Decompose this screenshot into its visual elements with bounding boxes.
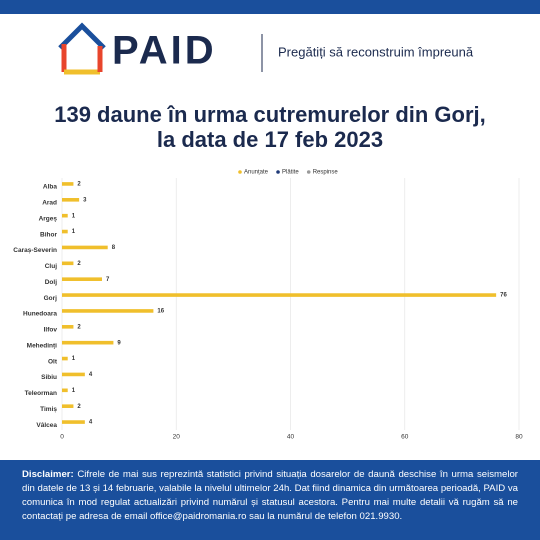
- y-tick-label: Sibiu: [41, 374, 57, 381]
- y-tick-label: Cluj: [45, 263, 57, 270]
- value-label: 3: [83, 197, 87, 203]
- y-tick-label: Bihor: [40, 231, 57, 238]
- bar: [62, 340, 114, 345]
- chart-subtitle: la data de 17 feb 2023: [157, 127, 383, 152]
- logo-icon: [58, 22, 106, 75]
- disclaimer-label: Disclaimer:: [22, 469, 74, 480]
- top-bar: [0, 0, 540, 14]
- y-tick-label: Vâlcea: [36, 422, 57, 429]
- y-tick-label: Caraș-Severin: [13, 247, 57, 254]
- value-label: 4: [89, 420, 93, 426]
- x-tick-label: 20: [173, 434, 181, 441]
- y-tick-label: Ilfov: [44, 327, 58, 334]
- y-tick-label: Dolj: [45, 279, 57, 286]
- disclaimer-text: Cifrele de mai sus reprezintă statistici…: [22, 469, 519, 522]
- bar: [62, 198, 80, 202]
- legend-marker: [276, 170, 280, 174]
- value-label: 4: [89, 372, 93, 378]
- bar: [62, 261, 74, 266]
- x-tick-label: 80: [515, 434, 523, 441]
- x-tick-label: 0: [60, 434, 64, 441]
- bar: [62, 277, 102, 281]
- y-tick-label: Gorj: [44, 295, 58, 302]
- y-tick-label: Teleorman: [25, 390, 57, 397]
- value-label: 2: [77, 324, 81, 330]
- legend-marker: [306, 170, 311, 174]
- bar: [62, 420, 85, 424]
- value-label: 76: [500, 293, 507, 299]
- legend-label: Plătite: [282, 170, 299, 176]
- y-tick-label: Argeș: [39, 215, 58, 222]
- y-tick-label: Hunedoara: [23, 311, 57, 318]
- tagline: Pregătiți să reconstruim împreună: [278, 44, 474, 59]
- legend-label: Respinse: [313, 170, 339, 176]
- legend-label: Anunțate: [244, 170, 269, 176]
- bar: [62, 213, 68, 218]
- value-label: 1: [72, 388, 76, 394]
- value-label: 9: [117, 340, 121, 346]
- y-tick-label: Mehedinți: [27, 342, 58, 349]
- value-label: 2: [77, 261, 81, 267]
- bar: [62, 182, 74, 186]
- bar: [62, 372, 85, 377]
- legend-marker: [238, 170, 242, 174]
- chart-title: 139 daune în urma cutremurelor din Gorj,: [54, 102, 486, 127]
- y-tick-label: Arad: [42, 200, 57, 207]
- x-tick-label: 60: [401, 434, 409, 441]
- value-label: 8: [112, 245, 116, 251]
- brand: PAID: [112, 29, 217, 73]
- y-tick-label: Olt: [48, 358, 58, 365]
- y-tick-label: Alba: [43, 184, 57, 191]
- value-label: 2: [77, 404, 81, 410]
- y-tick-label: Timiș: [40, 406, 57, 413]
- value-label: 2: [77, 182, 81, 188]
- value-label: 1: [72, 356, 76, 362]
- bar: [62, 388, 68, 393]
- bar: [62, 245, 108, 250]
- value-label: 7: [106, 277, 110, 283]
- x-tick-label: 40: [287, 434, 295, 441]
- value-label: 1: [72, 229, 76, 235]
- bar: [62, 229, 68, 234]
- bar: [62, 404, 74, 408]
- value-label: 1: [72, 213, 76, 219]
- bar: [62, 325, 74, 329]
- disclaimer: Disclaimer: Cifrele de mai sus reprezint…: [0, 460, 540, 540]
- chart: PAID Pregătiți să reconstruim împreună 1…: [0, 0, 540, 441]
- bar: [62, 356, 68, 361]
- bar: [62, 309, 154, 313]
- bar: [62, 293, 497, 297]
- value-label: 16: [157, 309, 164, 315]
